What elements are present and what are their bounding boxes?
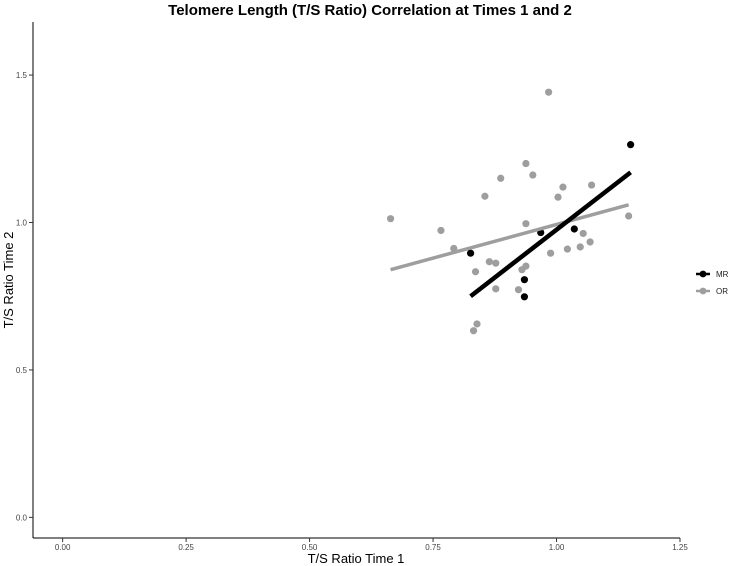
mr-point [520,293,529,301]
legend: MR OR [696,270,729,296]
or-point [576,243,584,251]
or-point [529,171,537,179]
x-axis-ticks: 0.00 0.25 0.50 0.75 1.00 1.25 [55,538,688,552]
y-tick-label: 1.0 [16,219,28,228]
y-axis-ticks: 0.0 0.5 1.0 1.5 [16,71,33,522]
x-axis-title: T/S Ratio Time 1 [308,551,405,566]
or-point [473,320,481,328]
mr-point [466,249,475,257]
or-point [497,174,505,182]
y-tick-label: 0.5 [16,366,28,375]
or-point [547,249,555,257]
or-fit-line [390,203,630,272]
legend-mr-label: MR [716,270,729,279]
or-point [625,212,633,220]
or-point [481,192,489,200]
or-point [492,259,500,267]
or-point [586,238,594,246]
or-point [514,286,523,294]
or-point [563,245,571,253]
mr-point [520,276,529,284]
series-layer [386,88,635,335]
plot-area: 0.00 0.25 0.50 0.75 1.00 1.25 0.0 0.5 1.0 1.5 [16,22,688,552]
x-tick-label: 0.00 [55,543,71,552]
or-point [485,258,493,266]
mr-point [570,225,578,233]
y-tick-label: 0.0 [16,513,28,522]
legend-mr-point [699,270,707,278]
or-point [471,268,480,276]
chart-title: Telomere Length (T/S Ratio) Correlation … [168,2,572,19]
or-point [559,183,567,191]
y-tick-label: 1.5 [16,71,28,80]
mr-point [627,141,635,149]
y-axis-title: T/S Ratio Time 2 [1,232,16,329]
or-point [522,220,530,228]
or-point [522,159,530,168]
or-point [386,215,395,223]
or-point [469,327,478,335]
or-point [492,285,500,293]
or-point [579,229,587,238]
mr-fit-line [469,170,632,298]
legend-or-label: OR [716,287,728,296]
or-point [587,181,596,189]
or-point [437,226,445,235]
x-tick-label: 0.75 [425,543,441,552]
or-point [554,193,562,201]
x-tick-label: 1.00 [549,543,565,552]
legend-or-point [699,287,707,295]
x-tick-label: 0.25 [178,543,194,552]
x-tick-label: 1.25 [672,543,688,552]
or-point [545,88,553,96]
or-point [522,262,530,270]
x-tick-label: 0.50 [302,543,318,552]
